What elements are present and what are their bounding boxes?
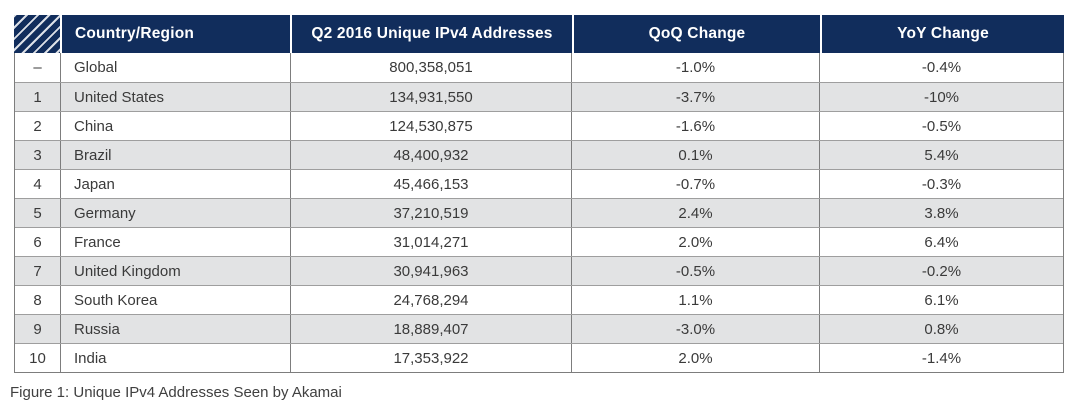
table-row: 1 United States 134,931,550 -3.7% -10% xyxy=(15,82,1063,111)
cell-qoq: 2.4% xyxy=(571,199,819,227)
cell-rank: 9 xyxy=(33,320,42,338)
header-cell-yoy: YoY Change xyxy=(820,15,1064,53)
cell-yoy: 6.1% xyxy=(819,286,1063,314)
cell-rank: 1 xyxy=(33,88,42,106)
table-row: 7 United Kingdom 30,941,963 -0.5% -0.2% xyxy=(15,256,1063,285)
cell-addresses: 45,466,153 xyxy=(290,170,571,198)
cell-country: India xyxy=(60,344,290,372)
cell-yoy: 5.4% xyxy=(819,141,1063,169)
cell-country: South Korea xyxy=(60,286,290,314)
table-row: 2 China 124,530,875 -1.6% -0.5% xyxy=(15,111,1063,140)
figure-caption: Figure 1: Unique IPv4 Addresses Seen by … xyxy=(10,384,342,401)
cell-yoy: -1.4% xyxy=(819,344,1063,372)
header-cell-addresses: Q2 2016 Unique IPv4 Addresses xyxy=(290,15,572,53)
table-row: 10 India 17,353,922 2.0% -1.4% xyxy=(15,343,1063,372)
cell-qoq: -3.0% xyxy=(571,315,819,343)
table-row: 5 Germany 37,210,519 2.4% 3.8% xyxy=(15,198,1063,227)
cell-qoq: 0.1% xyxy=(571,141,819,169)
cell-yoy: -0.4% xyxy=(819,53,1063,82)
header-cell-qoq: QoQ Change xyxy=(572,15,820,53)
cell-qoq: 2.0% xyxy=(571,228,819,256)
cell-qoq: -1.6% xyxy=(571,112,819,140)
header-cell-country: Country/Region xyxy=(60,15,290,53)
table-row: 3 Brazil 48,400,932 0.1% 5.4% xyxy=(15,140,1063,169)
cell-yoy: 6.4% xyxy=(819,228,1063,256)
cell-rank: 8 xyxy=(33,291,42,309)
table-row: – Global 800,358,051 -1.0% -0.4% xyxy=(15,53,1063,82)
cell-country: Global xyxy=(60,53,290,82)
hatch-pattern-corner-cell xyxy=(14,15,60,53)
table-row: 4 Japan 45,466,153 -0.7% -0.3% xyxy=(15,169,1063,198)
table-row: 6 France 31,014,271 2.0% 6.4% xyxy=(15,227,1063,256)
cell-yoy: -0.5% xyxy=(819,112,1063,140)
cell-addresses: 37,210,519 xyxy=(290,199,571,227)
cell-qoq: -1.0% xyxy=(571,53,819,82)
cell-addresses: 18,889,407 xyxy=(290,315,571,343)
table-header-row: Country/Region Q2 2016 Unique IPv4 Addres… xyxy=(14,15,1064,53)
cell-addresses: 17,353,922 xyxy=(290,344,571,372)
cell-country: United States xyxy=(60,83,290,111)
cell-qoq: -3.7% xyxy=(571,83,819,111)
cell-addresses: 800,358,051 xyxy=(290,53,571,82)
cell-country: Russia xyxy=(60,315,290,343)
cell-yoy: 0.8% xyxy=(819,315,1063,343)
cell-country: Brazil xyxy=(60,141,290,169)
cell-rank: 7 xyxy=(33,262,42,280)
cell-rank: – xyxy=(33,59,42,76)
table-body: – Global 800,358,051 -1.0% -0.4% 1 United Stat… xyxy=(14,53,1064,373)
cell-country: China xyxy=(60,112,290,140)
table-row: 8 South Korea 24,768,294 1.1% 6.1% xyxy=(15,285,1063,314)
cell-rank: 4 xyxy=(33,175,42,193)
cell-yoy: 3.8% xyxy=(819,199,1063,227)
cell-yoy: -0.3% xyxy=(819,170,1063,198)
cell-rank: 6 xyxy=(33,233,42,251)
cell-addresses: 134,931,550 xyxy=(290,83,571,111)
cell-addresses: 124,530,875 xyxy=(290,112,571,140)
cell-country: United Kingdom xyxy=(60,257,290,285)
ipv4-addresses-table: Country/Region Q2 2016 Unique IPv4 Addres… xyxy=(14,15,1064,373)
cell-yoy: -0.2% xyxy=(819,257,1063,285)
cell-rank: 3 xyxy=(33,146,42,164)
cell-qoq: 1.1% xyxy=(571,286,819,314)
cell-qoq: -0.5% xyxy=(571,257,819,285)
cell-country: France xyxy=(60,228,290,256)
cell-addresses: 48,400,932 xyxy=(290,141,571,169)
cell-qoq: 2.0% xyxy=(571,344,819,372)
cell-qoq: -0.7% xyxy=(571,170,819,198)
cell-addresses: 24,768,294 xyxy=(290,286,571,314)
cell-addresses: 30,941,963 xyxy=(290,257,571,285)
cell-addresses: 31,014,271 xyxy=(290,228,571,256)
table-row: 9 Russia 18,889,407 -3.0% 0.8% xyxy=(15,314,1063,343)
cell-rank: 5 xyxy=(33,204,42,222)
cell-rank: 2 xyxy=(33,117,42,135)
cell-country: Japan xyxy=(60,170,290,198)
cell-rank: 10 xyxy=(29,349,46,367)
cell-country: Germany xyxy=(60,199,290,227)
cell-yoy: -10% xyxy=(819,83,1063,111)
